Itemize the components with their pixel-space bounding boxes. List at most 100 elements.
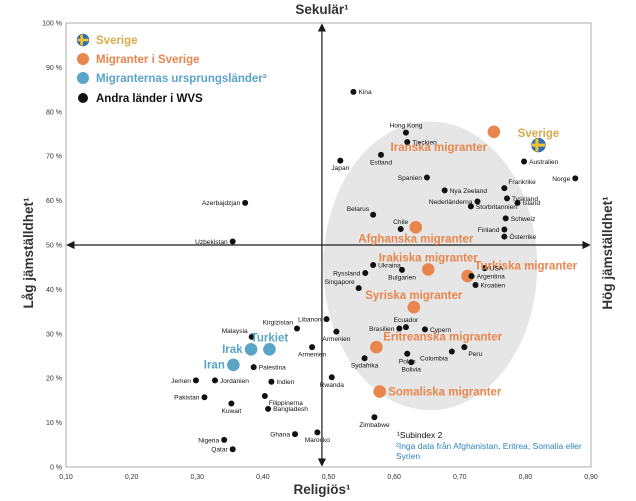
- label-afghanska-migranter: Afghanska migranter: [358, 233, 474, 245]
- label-usa: USA: [490, 265, 504, 272]
- point-malaysia: [248, 333, 255, 340]
- label-malaysia: Malaysia: [222, 328, 248, 335]
- point-jemen: [192, 377, 199, 384]
- point-australien: [521, 158, 528, 165]
- label-ryssland: Ryssland: [333, 270, 360, 277]
- point-belarus: [370, 211, 377, 218]
- point-bangladesh: [265, 405, 272, 412]
- label-uzbekistan: Uzbekistan: [195, 239, 228, 246]
- x-tick-label: 0,30: [190, 474, 204, 481]
- label-kina: Kina: [358, 89, 372, 96]
- legend: Sverige Migranter i Sverige Migranternas…: [76, 33, 267, 105]
- point-bulgarien: [399, 266, 405, 273]
- label-irakiska-migranter: Irakiska migranter: [379, 252, 479, 264]
- legend-label-sverige: Sverige: [96, 35, 138, 47]
- point-ecuador: [402, 324, 409, 331]
- label-kirgizistan: Kirgizistan: [263, 319, 294, 326]
- legend-marker-origin: [77, 72, 89, 84]
- point-sverige: [531, 137, 546, 153]
- label-hong-kong: Hong Kong: [389, 123, 422, 130]
- label-frankrike: Frankrike: [508, 179, 536, 186]
- point-turkiska-migranter: [461, 269, 474, 283]
- point-irakiska-migranter: [421, 263, 435, 276]
- point-azerbajdzjan: [242, 199, 249, 206]
- point-iran: [227, 358, 240, 372]
- label-rwanda: Rwanda: [320, 382, 345, 389]
- legend-label-migrants: Migranter i Sverige: [96, 54, 200, 66]
- legend-marker-other: [78, 93, 88, 103]
- point-tyskland: [504, 195, 510, 202]
- point-ghana: [292, 431, 299, 438]
- label-island: Island: [523, 200, 541, 207]
- point-zimbabwe: [371, 414, 378, 421]
- point-schweiz: [502, 215, 509, 222]
- label-peru: Peru: [468, 351, 482, 358]
- axis-title-bottom: Religiös¹: [293, 482, 351, 497]
- footnote-subindex: ¹Subindex 2: [397, 430, 443, 440]
- point-armenien: [333, 328, 340, 335]
- sweden-flag-icon: [76, 33, 90, 47]
- point-nederländerna: [474, 198, 481, 205]
- label-österrike: Österrike: [509, 233, 536, 241]
- point-rwanda: [328, 374, 335, 381]
- label-indien: Indien: [276, 379, 294, 386]
- data-points: [192, 88, 579, 453]
- label-syriska-migranter: Syriska migranter: [365, 290, 463, 302]
- point-estland: [378, 151, 384, 158]
- point-cypern: [421, 326, 428, 333]
- label-ghana: Ghana: [270, 432, 290, 439]
- axis-title-left: Låg jämställdhet¹: [21, 197, 36, 309]
- x-tick-label: 0,60: [387, 474, 401, 481]
- point-filippinerna: [261, 392, 268, 399]
- label-storbritannien: Storbritannien: [476, 204, 517, 211]
- point-pakistan: [201, 394, 208, 401]
- plot-frame: [65, 22, 592, 468]
- point-uzbekistan: [229, 238, 236, 245]
- point-norge: [572, 175, 579, 182]
- point-ryssland: [362, 269, 369, 276]
- legend-label-origin: Migranternas ursprungsländer²: [96, 73, 267, 85]
- label-qatar: Qatar: [211, 447, 228, 454]
- point-frankrike: [501, 185, 508, 192]
- point-irak: [244, 343, 258, 356]
- label-iran: Iran: [204, 360, 225, 372]
- data-labels: Sverige Iranska migranter Afghanska migran…: [171, 89, 577, 453]
- label-kuwait: Kuwait: [221, 408, 241, 415]
- label-brasilien: Brasilien: [369, 326, 395, 333]
- label-tjeckien: Tjeckien: [412, 139, 437, 146]
- label-spanien: Spanien: [398, 175, 423, 182]
- point-chile: [397, 226, 404, 233]
- footnote-data-missing: ²Inga data från Afghanistan, Eritrea, So…: [396, 441, 582, 461]
- x-tick-label: 0,90: [584, 474, 598, 481]
- flag-cross-h: [531, 143, 546, 147]
- legend-item-migrants: Migranter i Sverige: [77, 53, 200, 66]
- label-ukraina: Ukraina: [378, 262, 401, 269]
- label-estland: Estland: [370, 159, 392, 166]
- y-tick-label: 20 %: [46, 376, 62, 383]
- label-schweiz: Schweiz: [511, 216, 536, 223]
- y-tick-label: 80 %: [46, 109, 62, 116]
- label-argentina: Argentina: [477, 273, 506, 280]
- y-tick-label: 70 %: [46, 154, 62, 161]
- flag-cross-h: [77, 38, 89, 42]
- label-jordanien: Jordanien: [220, 378, 249, 385]
- point-österrike: [501, 233, 508, 240]
- sweden-flag-marker: [76, 33, 90, 47]
- label-bangladesh: Bangladesh: [273, 406, 308, 413]
- label-bulgarien: Bulgarien: [388, 274, 416, 281]
- x-tick-label: 0,20: [125, 474, 139, 481]
- axis-title-right: Hög jämställdhet¹: [600, 196, 615, 310]
- label-pakistan: Pakistan: [174, 395, 200, 402]
- label-belarus: Belarus: [347, 206, 370, 213]
- footnotes: ¹Subindex 2 ²Inga data från Afghanistan,…: [396, 430, 582, 461]
- y-tick-label: 40 %: [46, 287, 62, 294]
- label-japan: Japan: [331, 165, 349, 172]
- y-tick-label: 10 %: [46, 420, 62, 427]
- point-usa: [481, 265, 488, 272]
- point-hong-kong: [402, 129, 409, 136]
- flag-cross-v: [80, 34, 83, 46]
- label-kroatien: Kroatien: [481, 282, 506, 289]
- y-tick-label: 60 %: [46, 198, 62, 205]
- point-kirgizistan: [294, 325, 300, 332]
